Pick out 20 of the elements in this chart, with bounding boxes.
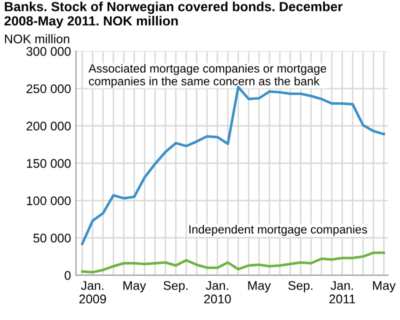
y-tick-label: 250 000 xyxy=(26,84,71,94)
x-tick-label: May xyxy=(123,281,146,292)
annotation: Independent mortgage companies xyxy=(189,224,368,236)
y-tick-label: 0 xyxy=(64,271,71,280)
line-series xyxy=(80,252,386,274)
y-tick-label: 300 000 xyxy=(26,47,71,56)
annotation: Associated mortgage companies or mortgage companies in the same concern as the bank xyxy=(88,64,326,88)
y-axis-title: NOK million xyxy=(5,34,70,44)
y-tick-label: 100 000 xyxy=(26,196,71,206)
x-tick-label: May xyxy=(373,281,396,292)
x-tick-label: May xyxy=(248,281,271,292)
chart-title: Banks. Stock of Norwegian covered bonds. December 2008-May 2011. NOK million xyxy=(4,2,343,28)
x-tick-label: Jan. 2010 xyxy=(204,281,231,304)
x-tick-label: Jan. 2009 xyxy=(79,281,106,304)
x-tick-label: Sep. xyxy=(164,281,188,292)
y-tick-label: 200 000 xyxy=(26,122,71,131)
x-tick-label: Jan. 2011 xyxy=(329,281,356,304)
y-tick-label: 50 000 xyxy=(33,234,71,243)
y-tick-label: 150 000 xyxy=(26,159,71,168)
x-tick-label: Sep. xyxy=(288,281,312,292)
